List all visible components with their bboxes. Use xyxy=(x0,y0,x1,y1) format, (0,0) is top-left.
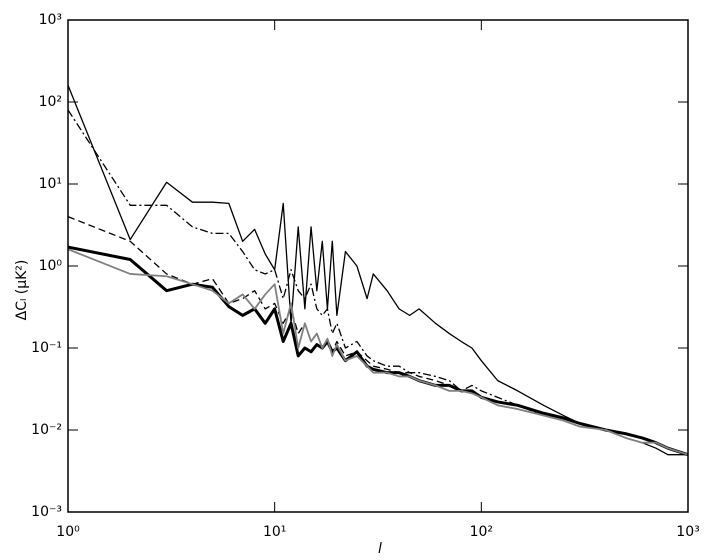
y-tick-label: 10⁻³ xyxy=(31,504,62,520)
y-tick-label: 10⁻² xyxy=(31,422,62,438)
y-tick-label: 10³ xyxy=(39,12,62,28)
series-line xyxy=(68,85,688,456)
x-tick-label: 10² xyxy=(470,524,493,540)
series-line xyxy=(68,216,688,456)
x-tick-label: 10⁰ xyxy=(56,524,80,540)
plot-frame xyxy=(67,19,689,513)
series-line xyxy=(68,109,688,456)
y-tick-label: 10¹ xyxy=(39,176,62,192)
plot-area xyxy=(68,85,688,457)
series-line xyxy=(68,245,688,457)
x-tick-label: 10³ xyxy=(676,524,699,540)
x-tick-label: 10¹ xyxy=(263,524,286,540)
y-tick-label: 10⁻¹ xyxy=(31,340,62,356)
y-tick-label: 10⁰ xyxy=(39,258,63,274)
y-tick-label: 10² xyxy=(39,94,62,110)
y-axis-label: ΔCₗ (μK²) xyxy=(14,260,30,321)
x-axis-label: l xyxy=(378,541,382,557)
series-line xyxy=(68,248,688,456)
